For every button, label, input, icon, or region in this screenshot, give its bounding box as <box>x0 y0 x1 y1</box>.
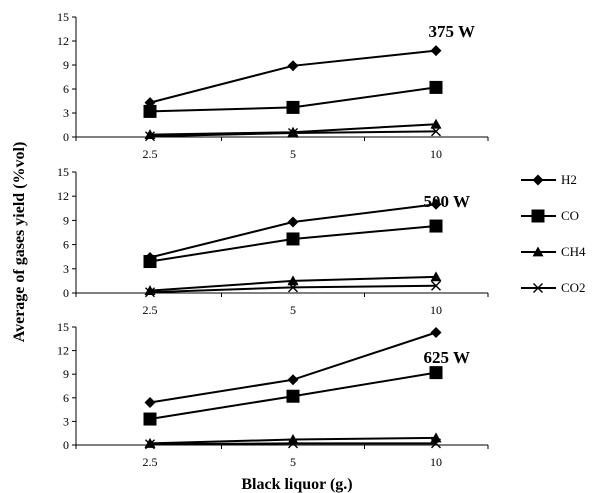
series-co2 <box>145 280 441 298</box>
series-h2 <box>144 327 442 409</box>
legend-item-co2: CO2 <box>521 280 586 295</box>
panel-title: 625 W <box>424 348 470 367</box>
data-point <box>429 80 443 94</box>
legend-marker <box>532 174 544 186</box>
y-tick-label: 12 <box>57 34 69 48</box>
data-point <box>287 216 299 228</box>
series-line <box>149 49 437 104</box>
data-point <box>145 439 155 450</box>
x-tick-label: 10 <box>430 455 442 469</box>
legend-marker <box>532 246 544 257</box>
x-tick-label: 10 <box>430 147 442 161</box>
data-point <box>143 412 157 426</box>
panel-1: 0 3 6 9 12 15 2.5 5 10 375 W <box>57 10 489 161</box>
legend-item-co: CO <box>521 208 579 223</box>
data-point <box>286 100 300 114</box>
panel-2: 0 3 6 9 12 15 2.5 5 10 500 W <box>57 165 489 317</box>
legend-label: CH4 <box>561 244 586 259</box>
data-point <box>430 327 442 339</box>
y-tick-label: 0 <box>63 130 69 144</box>
data-point <box>286 232 300 246</box>
x-tick-label: 5 <box>290 455 296 469</box>
x-tick-label: 2.5 <box>143 455 158 469</box>
data-point <box>430 198 442 210</box>
series-h2 <box>144 198 442 264</box>
x-tick-label: 5 <box>290 147 296 161</box>
series-co2 <box>145 126 441 142</box>
data-point <box>145 287 155 298</box>
x-tick-label: 5 <box>290 303 296 317</box>
y-tick-label: 3 <box>63 414 69 428</box>
y-tick-label: 15 <box>57 165 69 179</box>
data-point <box>287 374 299 386</box>
legend-label: CO <box>561 208 579 223</box>
y-tick-label: 15 <box>57 320 69 334</box>
data-point <box>144 437 156 448</box>
y-tick-label: 9 <box>63 58 69 72</box>
panel-title: 375 W <box>429 22 475 41</box>
series-co <box>143 219 443 269</box>
data-point <box>431 438 441 449</box>
data-point <box>430 118 442 129</box>
y-tick-label: 6 <box>63 238 69 252</box>
series-ch4 <box>144 432 442 448</box>
legend-label: H2 <box>561 172 577 187</box>
y-tick-label: 3 <box>63 262 69 276</box>
y-axis-label: Average of gases yield (%vol) <box>11 142 28 343</box>
series-ch4 <box>144 271 442 295</box>
legend-marker <box>531 209 545 223</box>
data-point <box>429 219 443 233</box>
data-point <box>430 271 442 282</box>
y-tick-label: 12 <box>57 189 69 203</box>
series-h2 <box>144 45 442 109</box>
data-point <box>287 126 299 137</box>
y-tick-label: 0 <box>63 438 69 452</box>
data-point <box>144 397 156 409</box>
legend-item-ch4: CH4 <box>521 244 586 259</box>
legend-item-h2: H2 <box>521 172 577 187</box>
legend-label: CO2 <box>561 280 586 295</box>
y-tick-label: 9 <box>63 367 69 381</box>
data-point <box>288 128 298 138</box>
y-tick-label: 0 <box>63 286 69 300</box>
series-co2 <box>145 438 441 450</box>
data-point <box>287 60 299 72</box>
data-point <box>286 389 300 403</box>
legend: H2 CO CH4 CO2 <box>521 172 586 295</box>
series-co <box>143 366 443 426</box>
x-axis-label: Black liquor (g.) <box>241 476 352 493</box>
x-tick-label: 10 <box>430 303 442 317</box>
data-point <box>429 366 443 380</box>
data-point <box>288 438 298 449</box>
y-tick-label: 3 <box>63 106 69 120</box>
series-co <box>143 80 443 118</box>
data-point <box>145 131 155 142</box>
panel-3: 0 3 6 9 12 15 2.5 5 10 625 W <box>57 320 489 469</box>
y-tick-label: 9 <box>63 213 69 227</box>
data-point <box>287 275 299 286</box>
y-tick-label: 12 <box>57 344 69 358</box>
data-point <box>431 126 441 137</box>
legend-marker <box>533 283 543 293</box>
data-point <box>430 45 442 57</box>
x-tick-label: 2.5 <box>143 303 158 317</box>
data-point <box>143 255 157 269</box>
panel-title: 500 W <box>424 192 470 211</box>
panels: 0 3 6 9 12 15 2.5 5 10 375 W 0 3 6 9 12 15 2.5 5 10 500 W 0 3… <box>57 10 489 469</box>
y-tick-label: 15 <box>57 10 69 24</box>
data-point <box>143 104 157 118</box>
y-tick-label: 6 <box>63 82 69 96</box>
data-point <box>288 282 298 293</box>
x-tick-label: 2.5 <box>143 147 158 161</box>
data-point <box>431 280 441 291</box>
y-tick-label: 6 <box>63 391 69 405</box>
